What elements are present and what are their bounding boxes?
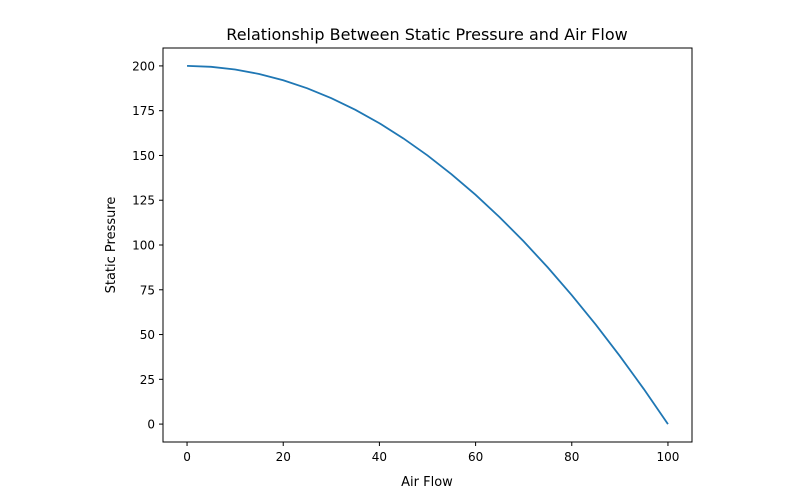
x-axis-label: Air Flow bbox=[401, 475, 453, 490]
x-tick-label: 100 bbox=[657, 450, 680, 464]
y-tick-label: 75 bbox=[140, 283, 155, 297]
x-tick-label: 80 bbox=[564, 450, 579, 464]
y-tick-label: 50 bbox=[140, 328, 155, 342]
x-tick-label: 0 bbox=[183, 450, 191, 464]
x-tick-label: 40 bbox=[372, 450, 387, 464]
y-tick-label: 200 bbox=[132, 59, 155, 73]
y-tick-label: 175 bbox=[132, 104, 155, 118]
series-line bbox=[187, 65, 669, 425]
chart-title: Relationship Between Static Pressure and… bbox=[226, 25, 627, 44]
y-tick-label: 125 bbox=[132, 194, 155, 208]
plot-area bbox=[162, 47, 693, 443]
y-tick-label: 150 bbox=[132, 149, 155, 163]
x-tick-label: 60 bbox=[468, 450, 483, 464]
y-axis-label: Static Pressure bbox=[104, 197, 119, 294]
x-tick-label: 20 bbox=[276, 450, 291, 464]
y-tick-label: 0 bbox=[147, 418, 155, 432]
y-tick-label: 25 bbox=[140, 373, 155, 387]
y-tick-label: 100 bbox=[132, 239, 155, 253]
